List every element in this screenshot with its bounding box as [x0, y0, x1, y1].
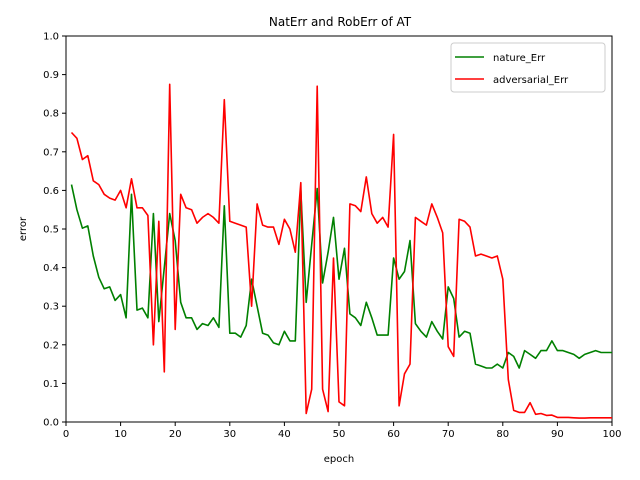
y-tick-label: 0.1 — [43, 379, 59, 390]
legend: nature_Err adversarial_Err — [450, 42, 606, 93]
y-tick-label: 0.9 — [43, 70, 59, 81]
x-tick-label: 80 — [496, 429, 509, 440]
legend-label-nature-err: nature_Err — [493, 53, 546, 64]
y-axis: 0.0 0.1 0.2 0.3 0.4 0.5 0.6 0.7 0.8 0.9 1.0 — [43, 32, 66, 429]
x-axis: 0 10 20 30 40 50 60 70 80 90 100 — [63, 422, 622, 440]
x-axis-label: epoch — [324, 454, 354, 465]
x-tick-label: 20 — [169, 429, 182, 440]
y-tick-label: 0.3 — [43, 302, 59, 313]
y-axis-label: error — [18, 216, 29, 241]
x-tick-label: 0 — [63, 429, 69, 440]
y-tick-label: 0.4 — [43, 263, 59, 274]
y-tick-label: 0.0 — [43, 418, 59, 429]
x-tick-label: 70 — [442, 429, 455, 440]
y-tick-label: 0.5 — [43, 225, 59, 236]
y-tick-label: 0.8 — [43, 109, 59, 120]
x-tick-label: 30 — [223, 429, 236, 440]
y-tick-label: 1.0 — [43, 32, 59, 43]
x-tick-label: 60 — [387, 429, 400, 440]
series-layer — [70, 83, 612, 419]
y-tick-label: 0.2 — [43, 340, 59, 351]
legend-box — [450, 42, 606, 93]
series-line-adversarial-err — [70, 83, 612, 419]
x-tick-label: 50 — [333, 429, 346, 440]
x-tick-label: 10 — [114, 429, 127, 440]
x-tick-label: 90 — [551, 429, 564, 440]
x-tick-label: 100 — [602, 429, 621, 440]
chart-title: NatErr and RobErr of AT — [269, 15, 412, 29]
y-tick-label: 0.6 — [43, 186, 59, 197]
legend-label-adversarial-err: adversarial_Err — [493, 75, 569, 86]
x-tick-label: 40 — [278, 429, 291, 440]
y-tick-label: 0.7 — [43, 147, 59, 158]
